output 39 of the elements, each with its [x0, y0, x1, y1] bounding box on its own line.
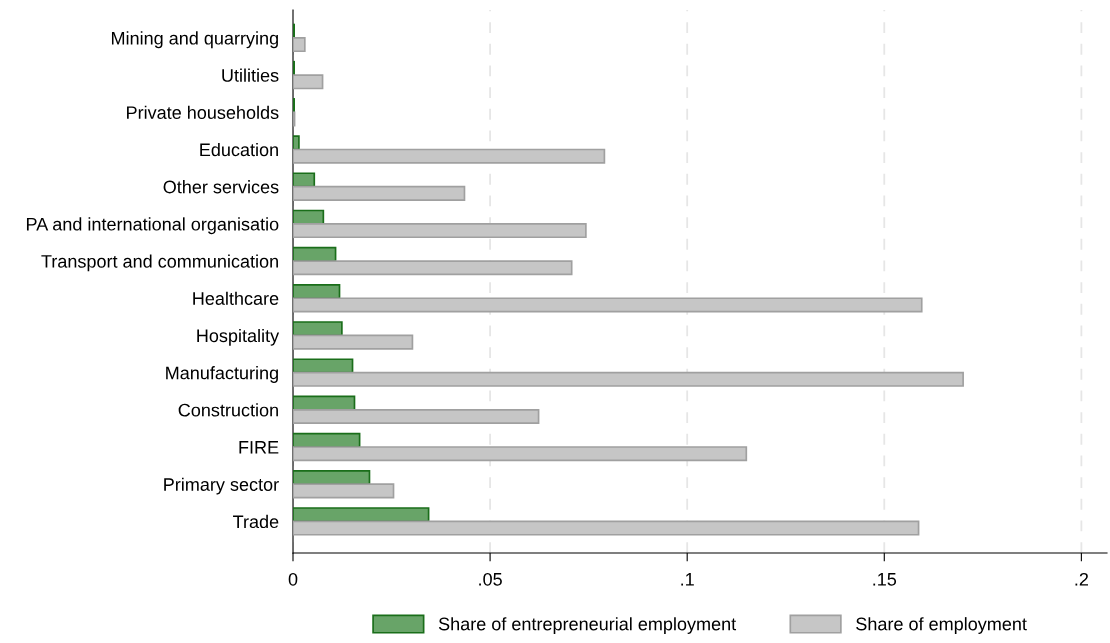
legend-label: Share of employment	[856, 617, 1027, 634]
bar	[293, 223, 587, 239]
y-tick-label: Trade	[233, 514, 279, 529]
y-tick-label: Education	[200, 142, 278, 157]
y-tick-label: PA and international organisatio	[26, 217, 279, 235]
bar	[293, 446, 748, 462]
bar	[293, 260, 573, 276]
y-tick-label: Healthcare	[193, 291, 279, 305]
y-tick-label: Transport and communication	[41, 254, 278, 272]
y-tick-label: Utilities	[222, 68, 279, 82]
y-tick-label: Hospitality	[197, 328, 280, 346]
x-tick-label: .15	[873, 573, 897, 586]
bar	[293, 371, 964, 387]
legend-label: Share of entrepreneurial employment	[438, 617, 737, 634]
bar	[293, 507, 430, 523]
x-tick-label: .05	[479, 572, 502, 586]
bar	[293, 297, 923, 313]
y-tick-label: Primary sector	[164, 477, 279, 495]
bar	[293, 37, 306, 53]
y-tick-label: Private households	[127, 105, 279, 119]
bar	[293, 321, 343, 337]
y-tick-label: Construction	[178, 403, 278, 417]
bar	[293, 358, 354, 374]
bar	[293, 74, 324, 90]
bar	[293, 334, 414, 350]
y-tick-label: FIRE	[239, 441, 279, 454]
x-tick-label: .2	[1075, 572, 1088, 586]
x-tick-label: 0	[288, 572, 298, 586]
bar	[293, 185, 466, 201]
y-tick-label: Manufacturing	[166, 366, 278, 383]
bar	[293, 520, 920, 536]
bar	[293, 483, 395, 499]
bar	[293, 408, 540, 425]
bar	[293, 148, 606, 164]
bar	[293, 135, 300, 151]
bar	[293, 172, 316, 188]
y-tick-label: Other services	[163, 180, 279, 194]
x-tick-label: .1	[681, 573, 694, 586]
y-tick-label: Mining and quarrying	[111, 31, 278, 49]
